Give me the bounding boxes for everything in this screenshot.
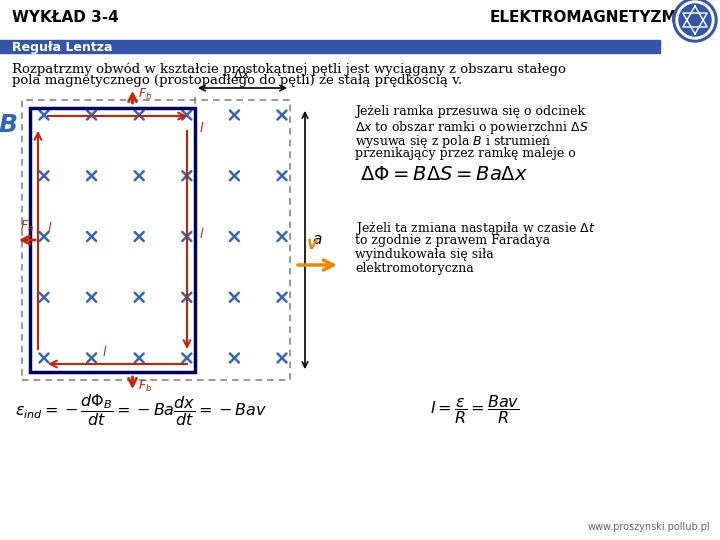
Text: $F_b$: $F_b$ (138, 86, 153, 102)
Text: $\varepsilon_{ind} = -\dfrac{d\Phi_B}{dt} = -Ba\dfrac{dx}{dt} = -Bav$: $\varepsilon_{ind} = -\dfrac{d\Phi_B}{dt… (15, 392, 267, 428)
Circle shape (673, 0, 717, 42)
Text: a: a (312, 233, 321, 247)
Text: Rozpatrzmy obwód w kształcie prostokątnej pętli jest wyciągany z obszaru stałego: Rozpatrzmy obwód w kształcie prostokątne… (12, 62, 566, 76)
Text: ELEKTROMAGNETYZM: ELEKTROMAGNETYZM (490, 10, 678, 24)
Bar (0, 41, 660, 53)
Text: WYKŁAD 3-4: WYKŁAD 3-4 (12, 10, 119, 24)
Text: B: B (0, 113, 17, 137)
Text: l: l (200, 228, 204, 241)
Text: przenikający przez ramkę maleje o: przenikający przez ramkę maleje o (355, 147, 576, 160)
Text: wysuwa się z pola $B$ i strumień: wysuwa się z pola $B$ i strumień (355, 133, 552, 150)
Circle shape (679, 4, 711, 36)
Text: pola magnetycznego (prostopadłego do pętli) ze stałą prędkością v.: pola magnetycznego (prostopadłego do pęt… (12, 74, 462, 87)
Text: www.proszynski.pollub.pl: www.proszynski.pollub.pl (588, 522, 710, 532)
Text: Reguła Lentza: Reguła Lentza (12, 40, 112, 53)
Text: Jeżeli ramka przesuwa się o odcinek: Jeżeli ramka przesuwa się o odcinek (355, 105, 585, 118)
Text: Jeżeli ta zmiana nastąpiła w czasie $\Delta t$: Jeżeli ta zmiana nastąpiła w czasie $\De… (355, 220, 595, 237)
Text: elektromotoryczna: elektromotoryczna (355, 262, 474, 275)
Text: $\Delta x$ to obszar ramki o powierzchni $\Delta S$: $\Delta x$ to obszar ramki o powierzchni… (355, 119, 589, 136)
Circle shape (676, 1, 714, 39)
Text: $I = \dfrac{\varepsilon}{R} = \dfrac{Bav}{R}$: $I = \dfrac{\varepsilon}{R} = \dfrac{Bav… (430, 394, 520, 427)
Text: $\Delta\Phi = B\Delta S = Ba\Delta x$: $\Delta\Phi = B\Delta S = Ba\Delta x$ (360, 165, 528, 185)
Text: $F_a$: $F_a$ (20, 219, 34, 233)
Text: l: l (48, 221, 52, 234)
Text: l: l (200, 122, 204, 134)
Text: l: l (102, 346, 106, 359)
Bar (0, 40, 660, 44)
Text: to zgodnie z prawem Faradaya: to zgodnie z prawem Faradaya (355, 234, 550, 247)
Bar (30, 108, 195, 372)
Text: wyindukowała się siła: wyindukowała się siła (355, 248, 494, 261)
Text: v: v (307, 235, 318, 253)
Text: $\Delta x$: $\Delta x$ (233, 68, 251, 81)
Bar (22, 100, 290, 380)
Text: $F_b$: $F_b$ (138, 379, 153, 394)
